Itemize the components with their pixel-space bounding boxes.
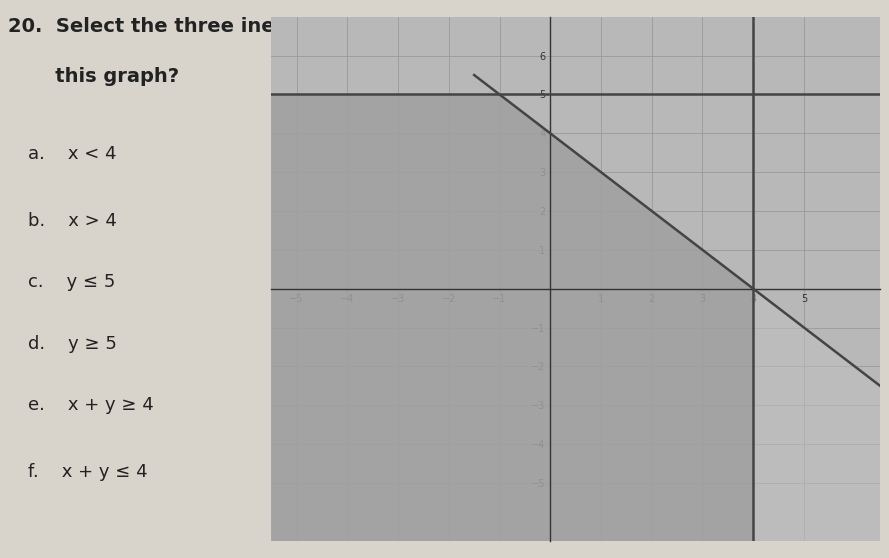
Text: d.    y ≥ 5: d. y ≥ 5 [28, 335, 116, 353]
Polygon shape [753, 288, 880, 541]
Text: c.    y ≤ 5: c. y ≤ 5 [28, 273, 116, 291]
Text: a.    x < 4: a. x < 4 [28, 145, 116, 163]
Text: f.    x + y ≤ 4: f. x + y ≤ 4 [28, 463, 148, 481]
Text: this graph?: this graph? [8, 67, 180, 86]
Text: 20.  Select the three inequalities that are represented by: 20. Select the three inequalities that a… [8, 17, 641, 36]
Polygon shape [271, 94, 753, 541]
Text: e.    x + y ≥ 4: e. x + y ≥ 4 [28, 396, 154, 414]
Text: b.    x > 4: b. x > 4 [28, 212, 116, 230]
